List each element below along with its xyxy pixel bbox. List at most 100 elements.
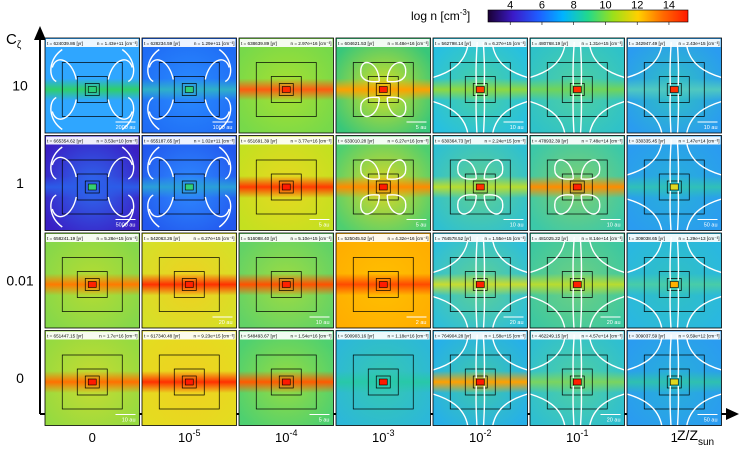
panel-density: n = 4.57e+14 [cm⁻³] (582, 334, 623, 339)
panel-frame (141, 232, 237, 329)
zoom-box (181, 180, 197, 194)
zoom-box (84, 83, 100, 96)
column-label: 10-5 (178, 428, 200, 445)
column-label: 10-2 (469, 428, 491, 445)
density-map (336, 135, 431, 231)
scale-bar-label: 10 au (704, 125, 718, 131)
colorbar-tick-label: 14 (663, 0, 675, 12)
velocity-contour (360, 159, 380, 180)
velocity-contour (482, 236, 486, 281)
velocity-contour (530, 236, 566, 274)
scale-bar-label: 50 au (704, 223, 718, 229)
protostar-core (476, 281, 485, 288)
panel-header: t = 342947.49 [yr] n = 2.43e+15 [cm⁻³] (628, 39, 721, 47)
scale-bar-label: 20 au (607, 418, 621, 424)
panel-frame (335, 37, 431, 134)
panel-frame (432, 135, 528, 231)
zoom-box (546, 159, 608, 215)
simulation-panel: t = 548493.67 [yr] n = 1.54e+16 [cm⁻³] 5 a… (238, 330, 334, 426)
zoom-box (472, 375, 488, 389)
y-axis-title: Cζ (6, 31, 22, 51)
panel-time: t = 516088.40 [yr] (241, 236, 277, 241)
protostar-core (88, 86, 97, 93)
zoom-box (76, 76, 108, 103)
zoom-box (61, 62, 123, 117)
protostar-core (573, 281, 582, 288)
panel-density: n = 6.27e+16 [cm⁻³] (388, 139, 429, 144)
velocity-contour (147, 146, 160, 180)
density-map (530, 38, 625, 133)
panel-header: t = 480768.19 [yr] n = 1.31e+15 [cm⁻³] (531, 39, 624, 47)
scale-bar-label: 50 au (704, 418, 718, 424)
simulation-panel: t = 525045.52 [yr] n = 4.32e+16 [cm⁻³] 2 a… (335, 232, 431, 329)
velocity-contour (685, 334, 722, 371)
protostar-core (573, 379, 582, 385)
panel-header: t = 617340.48 [yr] n = 9.23e+15 [cm⁻³] (143, 331, 236, 340)
panel-frame (44, 330, 140, 426)
density-map (336, 233, 431, 328)
velocity-contour (530, 295, 566, 328)
panel-time: t = 630364.73 [yr] (435, 139, 471, 144)
velocity-contour (483, 159, 504, 180)
scale-bar-label: 10 au (510, 125, 524, 131)
panel-time: t = 624039.86 [yr] (47, 41, 83, 46)
zoom-box (352, 62, 414, 117)
panel-density: n = 8.48e+16 [cm⁻³] (388, 41, 429, 46)
zoom-box (643, 62, 705, 117)
protostar-core (282, 379, 291, 385)
velocity-contour (433, 295, 469, 328)
x-axis-arrow-icon (726, 408, 739, 420)
protostar-core (282, 184, 291, 190)
simulation-panel: t = 764904.28 [yr] n = 1.58e+15 [cm⁻³] (432, 330, 528, 426)
density-map (239, 38, 334, 133)
panel-density: n = 5.10e+15 [cm⁻³] (291, 236, 332, 241)
scale-bar-label: 5 au (416, 223, 427, 229)
density-map (45, 233, 140, 328)
panel-frame (238, 37, 334, 134)
velocity-contour (669, 93, 672, 133)
simulation-panel: t = 516088.40 [yr] n = 5.10e+15 [cm⁻³] 10 … (238, 232, 334, 329)
velocity-contour (627, 100, 663, 133)
simulation-panel: t = 330335.45 [yr] n = 1.47e+14 [cm⁻³] 50 … (626, 135, 722, 231)
zoom-box (270, 173, 302, 201)
scale-bar-label: 10 au (316, 320, 330, 326)
velocity-contour (218, 96, 232, 131)
panel-density: n = 8.14e+14 [cm⁻³] (582, 236, 623, 241)
velocity-contour (669, 385, 672, 426)
velocity-contour (676, 139, 680, 184)
velocity-contour (669, 236, 672, 281)
panel-time: t = 548493.67 [yr] (241, 334, 277, 339)
zoom-box (367, 76, 399, 103)
zoom-box (255, 62, 317, 117)
velocity-contour (50, 96, 63, 131)
panel-frame (529, 330, 625, 426)
velocity-contour (627, 393, 663, 426)
colorbar-gradient (487, 9, 689, 23)
velocity-contour (148, 156, 174, 178)
density-map (530, 135, 625, 231)
panel-header: t = 500903.16 [yr] n = 1.18e+16 [cm⁻³] (337, 331, 430, 340)
zoom-box (643, 257, 705, 312)
zoom-box (561, 76, 593, 103)
velocity-contour (627, 139, 663, 176)
protostar-core (185, 86, 194, 93)
velocity-contour (669, 334, 672, 379)
panel-density: n = 1.7e+16 [cm⁻³] (99, 334, 137, 339)
panel-density: n = 1.29e+11 [cm⁻³] (194, 41, 235, 46)
simulation-panel: t = 617340.48 [yr] n = 9.23e+15 [cm⁻³] (141, 330, 237, 426)
panel-frame (44, 232, 140, 329)
velocity-contour (579, 41, 583, 86)
velocity-contour (121, 48, 135, 83)
panel-time: t = 633010.28 [yr] (338, 139, 374, 144)
velocity-contour (148, 99, 174, 120)
panel-header: t = 548493.67 [yr] n = 1.54e+16 [cm⁻³] (240, 331, 333, 340)
velocity-contour (676, 93, 680, 133)
zoom-box (464, 271, 496, 298)
panel-time: t = 651447.15 [yr] (47, 334, 83, 339)
velocity-contour (589, 100, 625, 133)
simulation-panel: t = 651447.15 [yr] n = 1.7e+16 [cm⁻³] 10 a… (44, 330, 140, 426)
velocity-contour (685, 236, 722, 274)
panel-density: n = 3.53e+10 [cm⁻³] (97, 139, 138, 144)
zoom-box (666, 375, 682, 389)
density-map (142, 233, 237, 328)
